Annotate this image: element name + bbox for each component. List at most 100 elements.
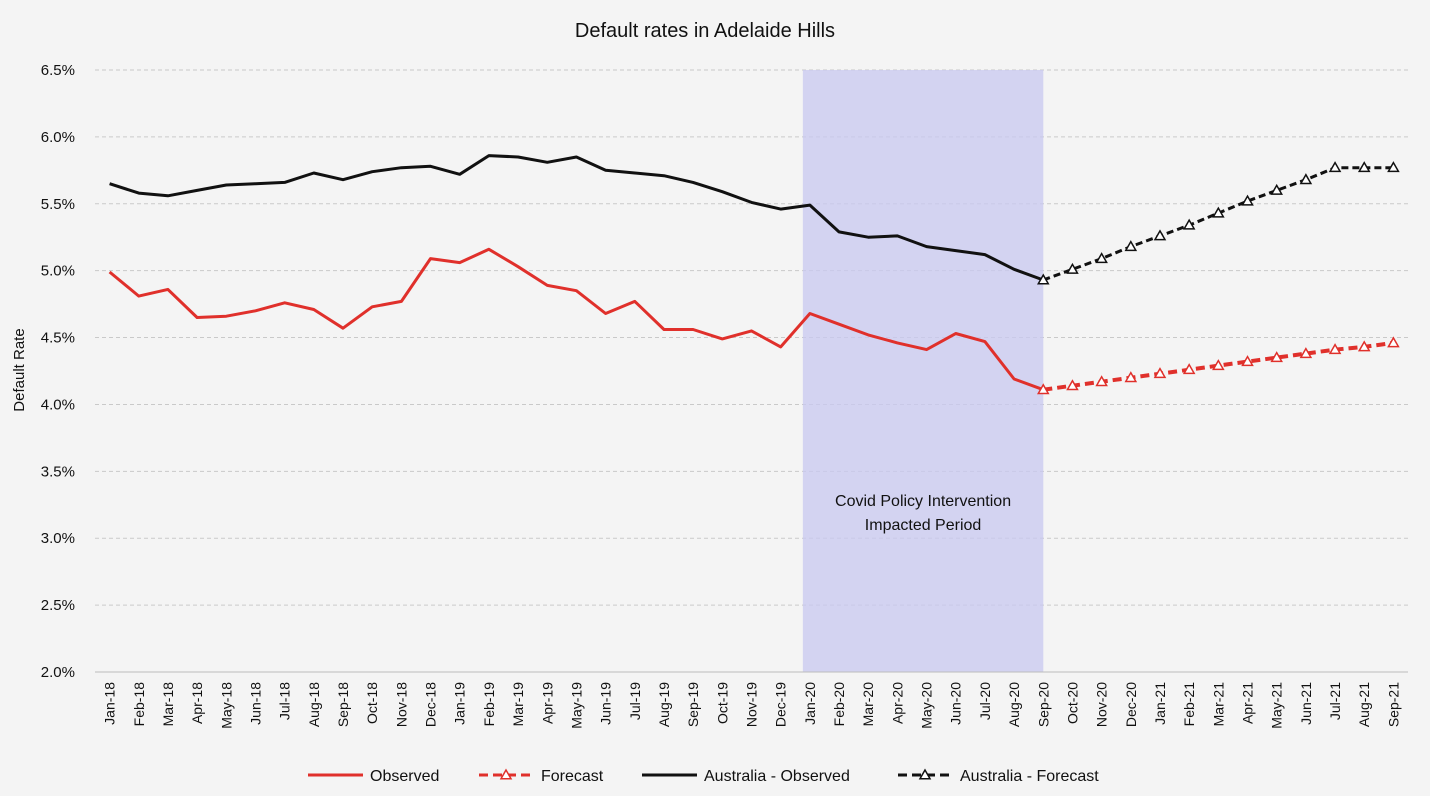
x-tick-label: Mar-18 — [160, 682, 176, 727]
x-tick-label: Jun-20 — [948, 682, 964, 725]
series-line — [108, 247, 1044, 392]
y-tick-label: 4.5% — [41, 330, 75, 347]
x-tick-label: Jun-18 — [247, 682, 263, 725]
y-tick-label: 2.0% — [41, 664, 75, 681]
legend-label: Forecast — [541, 768, 604, 785]
x-tick-label: Apr-19 — [539, 682, 555, 724]
gridlines — [95, 69, 1408, 606]
series-point-marker — [1212, 359, 1225, 371]
shaded-region — [802, 70, 1044, 672]
legend-label: Australia - Forecast — [960, 768, 1099, 785]
series-australia-forecast — [1036, 161, 1400, 285]
series-point-marker — [1299, 173, 1313, 185]
series-point-marker — [1095, 375, 1108, 387]
series-point-marker — [1299, 347, 1313, 359]
x-tick-label: Feb-20 — [831, 682, 847, 727]
x-tick-label: Sep-19 — [685, 682, 701, 727]
series-point-marker — [1387, 161, 1400, 173]
x-tick-label: Aug-19 — [656, 682, 672, 727]
series-point-marker — [1153, 229, 1167, 241]
region-annotation-line: Covid Policy Intervention — [835, 493, 1011, 510]
series-point-marker — [1182, 218, 1196, 230]
y-tick-label: 5.0% — [41, 263, 75, 280]
x-tick-label: May-21 — [1269, 682, 1285, 729]
series-point-marker — [1387, 336, 1400, 348]
y-tick-label: 2.5% — [41, 597, 75, 614]
x-tick-label: Dec-20 — [1123, 682, 1139, 727]
x-tick-label: Jan-19 — [452, 682, 468, 725]
x-tick-label: Aug-20 — [1006, 682, 1022, 727]
x-tick-label: Jan-18 — [102, 682, 118, 725]
series-point-marker — [1241, 194, 1254, 206]
x-tick-label: Nov-19 — [744, 682, 760, 727]
chart-title: Default rates in Adelaide Hills — [575, 20, 835, 42]
legend-swatch-marker — [499, 768, 513, 780]
x-tick-label: Feb-18 — [131, 682, 147, 727]
x-tick-label: Jan-21 — [1152, 682, 1168, 725]
y-tick-label: 6.0% — [41, 129, 75, 146]
x-tick-label: Apr-18 — [189, 682, 205, 724]
y-tick-label: 3.0% — [41, 530, 75, 547]
series-australia-observed — [109, 154, 1044, 282]
series-point-marker — [1066, 379, 1079, 391]
x-tick-label: Dec-18 — [423, 682, 439, 727]
legend-item: Forecast — [479, 768, 604, 785]
y-tick-label: 5.5% — [41, 196, 75, 213]
x-tick-label: Dec-19 — [773, 682, 789, 727]
series-point-marker — [1357, 340, 1371, 352]
x-tick-label: Oct-20 — [1064, 682, 1080, 724]
series-point-marker — [1328, 343, 1342, 355]
series-point-marker — [1124, 240, 1138, 252]
series-point-marker — [1328, 161, 1342, 173]
y-tick-label: 4.0% — [41, 396, 75, 413]
series-forecast — [1036, 336, 1400, 395]
x-tick-label: Jun-21 — [1298, 682, 1314, 725]
x-tick-label: Aug-18 — [306, 682, 322, 727]
legend-swatch-marker — [918, 768, 932, 780]
series-point-marker — [1182, 363, 1196, 375]
series-line — [1042, 166, 1394, 282]
x-tick-label: Jul-20 — [977, 682, 993, 720]
x-tick-label: Nov-20 — [1094, 682, 1110, 727]
x-tick-label: Apr-21 — [1240, 682, 1256, 724]
legend-item: Australia - Forecast — [898, 768, 1099, 785]
legend-label: Observed — [370, 768, 439, 785]
x-tick-label: May-19 — [568, 682, 584, 729]
x-tick-label: Feb-19 — [481, 682, 497, 727]
series-point-marker — [1270, 351, 1283, 363]
x-tick-label: Mar-20 — [860, 682, 876, 727]
x-tick-label: Oct-18 — [364, 682, 380, 724]
series-point-marker — [1357, 161, 1371, 173]
y-tick-label: 6.5% — [41, 62, 75, 79]
x-tick-label: Mar-19 — [510, 682, 526, 727]
x-tick-label: May-18 — [218, 682, 234, 729]
series-point-marker — [1066, 262, 1079, 274]
series-lines — [108, 154, 1400, 395]
x-tick-label: Oct-19 — [714, 682, 730, 724]
series-line — [109, 154, 1044, 282]
x-tick-label: Jul-21 — [1327, 682, 1343, 720]
covid-shaded-rect — [802, 70, 1044, 672]
y-tick-label: 3.5% — [41, 463, 75, 480]
x-axis: Jan-18 Feb-18 Mar-18 Apr-18 May-18 Jun-18 Jul-… — [102, 682, 1402, 729]
series-point-marker — [1036, 383, 1050, 395]
x-tick-label: Mar-21 — [1210, 682, 1226, 727]
x-tick-label: Jul-19 — [627, 682, 643, 720]
series-observed — [108, 247, 1044, 392]
x-tick-label: Nov-18 — [393, 682, 409, 727]
x-tick-label: Apr-20 — [889, 682, 905, 724]
x-tick-label: Sep-21 — [1385, 682, 1401, 727]
series-point-marker — [1241, 355, 1254, 367]
series-point-marker — [1153, 367, 1167, 379]
legend-label: Australia - Observed — [704, 768, 850, 785]
x-tick-label: Jul-18 — [277, 682, 293, 720]
x-tick-label: Jan-20 — [802, 682, 818, 725]
x-tick-label: Feb-21 — [1181, 682, 1197, 727]
y-axis: 2.0% 2.5% 3.0% 3.5% 4.0% 4.5% 5.0% 5.5% 6.0% 6.5% — [41, 62, 1408, 681]
legend-item: Observed — [308, 768, 439, 785]
series-point-marker — [1270, 183, 1283, 195]
legend-item: Australia - Observed — [642, 768, 850, 785]
x-tick-label: May-20 — [919, 682, 935, 729]
